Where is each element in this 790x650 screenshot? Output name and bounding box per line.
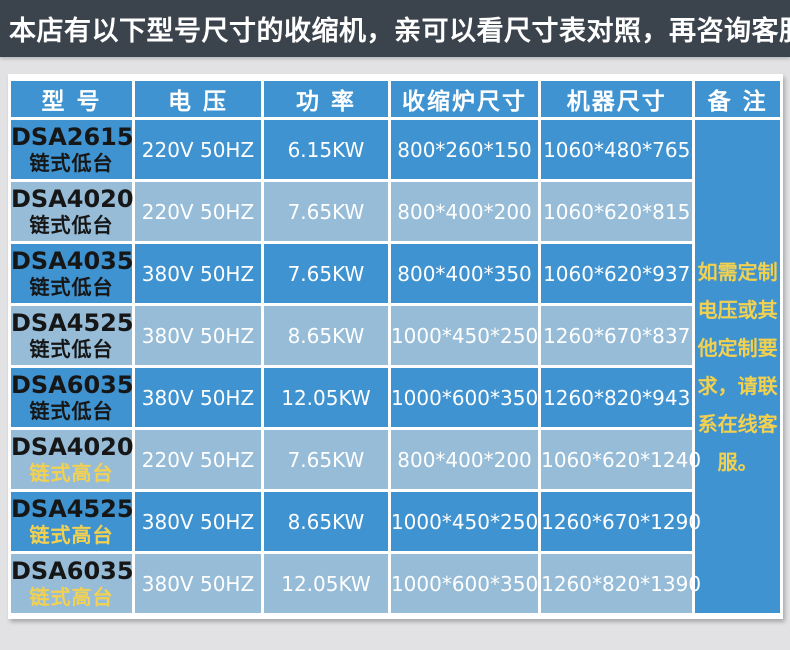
spec-table: 型 号 电 压 功 率 收缩炉尺寸 机器尺寸 备 注 DSA2615 链式低台 … (8, 78, 783, 616)
model-type: 链式低台 (29, 337, 114, 361)
model-cell: DSA6035 链式低台 (11, 368, 134, 427)
power-cell: 8.65KW (263, 306, 388, 365)
machine-size-cell: 1260*670*1290 (541, 492, 701, 551)
model-cell: DSA4020 链式低台 (11, 182, 134, 241)
machine-size-cell: 1060*620*1240 (541, 430, 701, 489)
model-number: DSA4020 (11, 433, 134, 461)
column-header-machine-size: 机器尺寸 (541, 81, 693, 117)
power-cell: 6.15KW (263, 120, 388, 179)
model-cell: DSA6035 链式高台 (11, 554, 134, 613)
furnace-size-cell: 800*400*350 (390, 244, 539, 303)
power-cell: 7.65KW (263, 244, 388, 303)
voltage-cell: 220V 50HZ (134, 182, 261, 241)
model-type: 链式高台 (29, 461, 114, 485)
table-row: DSA4020 链式高台 220V 50HZ 7.65KW 800*400*20… (11, 430, 780, 489)
column-header-model: 型 号 (11, 81, 132, 117)
furnace-size-cell: 1000*450*250 (390, 492, 538, 551)
model-type: 链式低台 (29, 275, 114, 299)
power-cell: 12.05KW (263, 554, 388, 613)
model-cell: DSA4035 链式低台 (11, 244, 134, 303)
column-header-furnace-size: 收缩炉尺寸 (390, 81, 539, 117)
column-header-voltage: 电 压 (134, 81, 261, 117)
model-cell: DSA4525 链式高台 (11, 492, 134, 551)
table-row: DSA4525 链式高台 380V 50HZ 8.65KW 1000*450*2… (11, 492, 780, 551)
table-row: DSA4525 链式低台 380V 50HZ 8.65KW 1000*450*2… (11, 306, 780, 365)
furnace-size-cell: 1000*450*250 (390, 306, 538, 365)
machine-size-cell: 1060*480*765 (541, 120, 693, 179)
machine-size-cell: 1060*620*937 (541, 244, 693, 303)
machine-size-cell: 1260*820*943 (541, 368, 693, 427)
machine-size-cell: 1260*670*837 (541, 306, 693, 365)
model-type: 链式低台 (29, 399, 114, 423)
table-row: DSA4020 链式低台 220V 50HZ 7.65KW 800*400*20… (11, 182, 780, 241)
model-type: 链式低台 (29, 213, 114, 237)
model-cell: DSA4525 链式低台 (11, 306, 134, 365)
model-cell: DSA4020 链式高台 (11, 430, 134, 489)
remarks-note-cell: 如需定制电压或其他定制要求，请联系在线客服。 (695, 120, 780, 613)
column-header-remarks: 备 注 (695, 81, 780, 117)
voltage-cell: 220V 50HZ (134, 120, 261, 179)
power-cell: 7.65KW (263, 430, 388, 489)
machine-size-cell: 1060*620*815 (541, 182, 693, 241)
remarks-note-text: 如需定制电压或其他定制要求，请联系在线客服。 (697, 259, 778, 474)
model-number: DSA6035 (11, 371, 134, 399)
model-type: 链式低台 (29, 151, 114, 175)
column-header-power: 功 率 (263, 81, 388, 117)
table-row: DSA4035 链式低台 380V 50HZ 7.65KW 800*400*35… (11, 244, 780, 303)
voltage-cell: 380V 50HZ (134, 368, 261, 427)
furnace-size-cell: 800*260*150 (390, 120, 539, 179)
voltage-cell: 380V 50HZ (134, 244, 261, 303)
voltage-cell: 380V 50HZ (134, 492, 261, 551)
power-cell: 12.05KW (263, 368, 388, 427)
furnace-size-cell: 1000*600*350 (390, 368, 538, 427)
voltage-cell: 380V 50HZ (134, 554, 261, 613)
model-number: DSA4020 (11, 185, 134, 213)
power-cell: 7.65KW (263, 182, 388, 241)
furnace-size-cell: 1000*600*350 (390, 554, 538, 613)
model-number: DSA4035 (11, 247, 134, 275)
table-row: DSA6035 链式低台 380V 50HZ 12.05KW 1000*600*… (11, 368, 780, 427)
model-type: 链式高台 (29, 523, 114, 547)
voltage-cell: 380V 50HZ (134, 306, 261, 365)
furnace-size-cell: 800*400*200 (390, 430, 539, 489)
table-body: DSA2615 链式低台 220V 50HZ 6.15KW 800*260*15… (11, 120, 780, 613)
furnace-size-cell: 800*400*200 (390, 182, 539, 241)
table-row: DSA6035 链式高台 380V 50HZ 12.05KW 1000*600*… (11, 554, 780, 613)
model-number: DSA2615 (11, 123, 134, 151)
promo-banner-text: 本店有以下型号尺寸的收缩机，亲可以看尺寸表对照，再咨询客服。 (9, 16, 790, 47)
power-cell: 8.65KW (263, 492, 388, 551)
header-row: 型 号 电 压 功 率 收缩炉尺寸 机器尺寸 备 注 (11, 81, 780, 117)
model-number: DSA4525 (11, 309, 134, 337)
model-number: DSA4525 (11, 495, 134, 523)
spec-table-container: 型 号 电 压 功 率 收缩炉尺寸 机器尺寸 备 注 DSA2615 链式低台 … (8, 74, 783, 619)
model-number: DSA6035 (11, 557, 134, 585)
machine-size-cell: 1260*820*1390 (541, 554, 701, 613)
model-cell: DSA2615 链式低台 (11, 120, 134, 179)
model-type: 链式高台 (29, 585, 114, 609)
table-row: DSA2615 链式低台 220V 50HZ 6.15KW 800*260*15… (11, 120, 780, 613)
voltage-cell: 220V 50HZ (134, 430, 261, 489)
promo-banner: 本店有以下型号尺寸的收缩机，亲可以看尺寸表对照，再咨询客服。 (0, 0, 790, 57)
